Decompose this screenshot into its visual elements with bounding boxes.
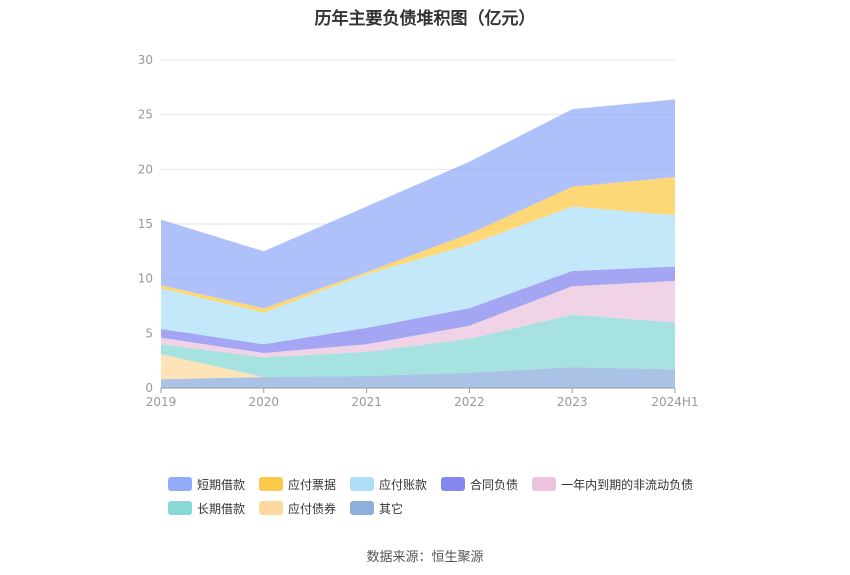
- legend-swatch: [168, 477, 192, 491]
- legend-item[interactable]: 应付票据: [259, 476, 336, 493]
- legend-swatch: [168, 501, 192, 515]
- legend-swatch: [532, 477, 557, 491]
- legend-item[interactable]: 应付账款: [350, 476, 427, 493]
- area-series-6[interactable]: [161, 177, 675, 313]
- legend-swatch: [350, 501, 375, 515]
- data-source: 数据来源：恒生聚源: [366, 550, 484, 565]
- legend: 短期借款 应付票据 应付账款 合同负债 一年内到期的非流动负债 长期借款 应付债券 其它: [168, 472, 728, 520]
- legend-label: 其它: [379, 501, 404, 516]
- x-tick-label: 2019: [146, 395, 177, 409]
- legend-swatch: [259, 501, 284, 515]
- area-series-7[interactable]: [161, 99, 675, 309]
- legend-label: 应付账款: [379, 477, 428, 492]
- legend-row-1: 短期借款 应付票据 应付账款 合同负债 一年内到期的非流动负债: [168, 472, 728, 496]
- legend-label: 一年内到期的非流动负债: [561, 477, 694, 492]
- legend-label: 应付票据: [288, 477, 337, 492]
- x-tick-label: 2022: [454, 395, 485, 409]
- legend-item[interactable]: 一年内到期的非流动负债: [532, 476, 693, 493]
- legend-item[interactable]: 其它: [350, 500, 403, 517]
- legend-swatch: [350, 477, 375, 491]
- legend-swatch: [259, 477, 284, 491]
- x-tick-label: 2023: [557, 395, 588, 409]
- y-tick-label: 0: [145, 381, 153, 395]
- legend-item[interactable]: 长期借款: [168, 500, 245, 517]
- stacked-area-chart: 0 5 10 15 20 25 30 2019 2020 2021 2022 2023 2024H1: [138, 53, 699, 409]
- axes: 0 5 10 15 20 25 30 2019 2020 2021 2022 2023 2024H1: [138, 53, 699, 409]
- x-tick-label: 2021: [351, 395, 382, 409]
- area-series-1[interactable]: [161, 354, 675, 380]
- legend-label: 短期借款: [197, 477, 246, 492]
- x-tick-label: 2024H1: [651, 395, 698, 409]
- y-tick-label: 10: [138, 272, 153, 286]
- legend-label: 合同负债: [470, 477, 519, 492]
- area-series-3[interactable]: [161, 280, 675, 358]
- area-series-5[interactable]: [161, 206, 675, 345]
- area-series-4[interactable]: [161, 266, 675, 353]
- chart-title: 历年主要负债堆积图（亿元）: [314, 9, 536, 29]
- legend-label: 长期借款: [197, 501, 246, 516]
- y-tick-label: 20: [138, 162, 153, 176]
- x-tick-label: 2020: [249, 395, 280, 409]
- area-series: [161, 99, 675, 388]
- legend-item[interactable]: 应付债券: [259, 500, 336, 517]
- legend-item[interactable]: 短期借款: [168, 476, 245, 493]
- y-tick-label: 25: [138, 108, 153, 122]
- legend-label: 应付债券: [288, 501, 337, 516]
- legend-item[interactable]: 合同负债: [441, 476, 518, 493]
- area-series-2[interactable]: [161, 314, 675, 378]
- legend-swatch: [441, 477, 466, 491]
- area-series-0[interactable]: [161, 367, 675, 388]
- y-tick-label: 15: [138, 217, 153, 231]
- y-tick-label: 30: [138, 53, 153, 67]
- y-tick-label: 5: [145, 326, 153, 340]
- legend-row-2: 长期借款 应付债券 其它: [168, 496, 728, 520]
